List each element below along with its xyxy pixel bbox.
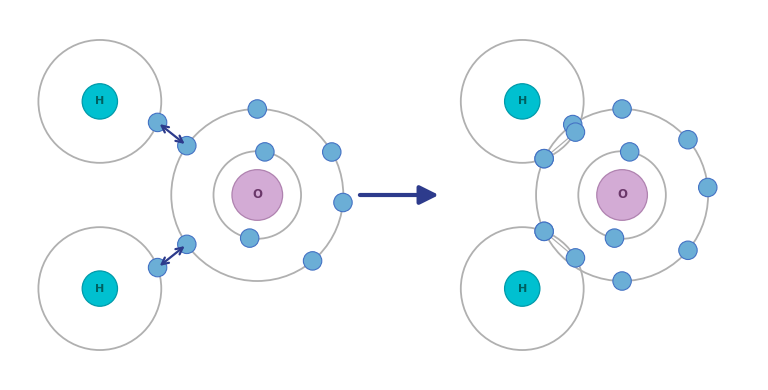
Ellipse shape — [177, 235, 196, 254]
Text: H: H — [95, 284, 104, 294]
Ellipse shape — [535, 222, 553, 241]
Ellipse shape — [323, 143, 341, 161]
Ellipse shape — [564, 115, 582, 134]
Ellipse shape — [256, 143, 274, 161]
Ellipse shape — [505, 84, 540, 119]
Ellipse shape — [605, 229, 624, 247]
Ellipse shape — [82, 84, 118, 119]
Ellipse shape — [566, 123, 584, 141]
Text: O: O — [617, 188, 627, 202]
Ellipse shape — [566, 249, 584, 267]
Ellipse shape — [505, 271, 540, 306]
Ellipse shape — [679, 241, 697, 259]
Text: O: O — [252, 188, 263, 202]
Ellipse shape — [303, 252, 322, 270]
Ellipse shape — [148, 113, 167, 132]
Ellipse shape — [613, 272, 631, 290]
Text: H: H — [518, 96, 527, 106]
Ellipse shape — [148, 258, 167, 277]
Ellipse shape — [248, 100, 266, 118]
Ellipse shape — [621, 143, 639, 161]
Ellipse shape — [597, 170, 647, 220]
Text: H: H — [518, 284, 527, 294]
Ellipse shape — [177, 136, 196, 155]
Ellipse shape — [232, 170, 283, 220]
Text: H: H — [95, 96, 104, 106]
Ellipse shape — [334, 193, 353, 212]
Ellipse shape — [535, 149, 553, 168]
Ellipse shape — [535, 222, 553, 241]
Ellipse shape — [240, 229, 259, 247]
Ellipse shape — [535, 149, 553, 168]
Ellipse shape — [679, 131, 697, 149]
Ellipse shape — [699, 178, 717, 197]
Ellipse shape — [82, 271, 118, 306]
Ellipse shape — [613, 100, 631, 118]
